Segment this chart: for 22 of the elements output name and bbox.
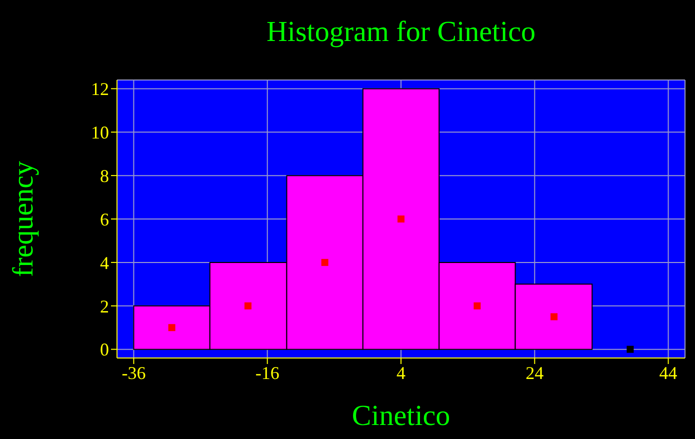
point: [168, 324, 176, 332]
x-tick-label: 24: [526, 362, 544, 383]
x-tick-label: 44: [659, 362, 678, 383]
y-axis-title: frequency: [7, 160, 40, 277]
y-tick-label: 6: [100, 209, 109, 230]
point: [398, 216, 404, 222]
point: [474, 302, 481, 310]
y-tick-label: 10: [91, 122, 109, 143]
point: [626, 346, 634, 353]
y-tick-label: 2: [100, 296, 109, 316]
point: [321, 258, 328, 266]
x-tick-label: -36: [122, 362, 146, 383]
x-tick-label: 4: [396, 362, 406, 383]
y-tick-label: 0: [100, 340, 109, 360]
y-tick-label: 8: [100, 166, 109, 186]
x-axis-title: Cinetico: [352, 400, 450, 432]
point: [244, 302, 252, 310]
chart-title: Histogram for Cinetico: [265, 16, 536, 49]
y-tick-label: 12: [91, 79, 109, 100]
x-tick-label: -16: [255, 362, 280, 383]
y-tick-label: 4: [100, 252, 109, 273]
point: [550, 313, 558, 320]
